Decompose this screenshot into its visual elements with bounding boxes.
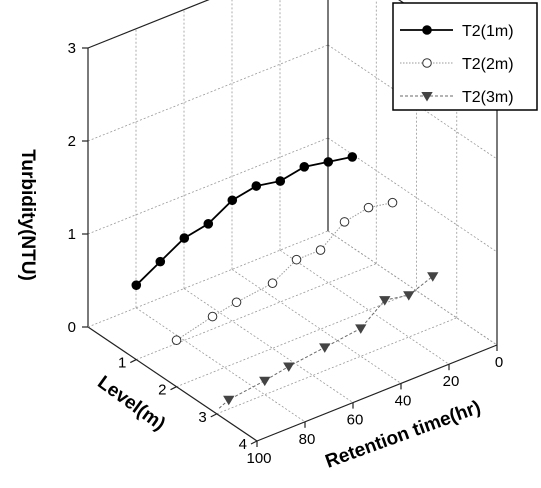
x-tick-label: 100 — [246, 450, 271, 467]
data-point — [427, 272, 439, 282]
series-group — [131, 152, 439, 409]
data-point — [387, 197, 398, 208]
frame-edge — [327, 230, 498, 346]
data-point — [291, 254, 302, 265]
data-point — [231, 297, 242, 308]
data-point — [283, 362, 295, 372]
data-point — [155, 256, 166, 267]
data-point — [355, 324, 367, 334]
series-line — [176, 202, 393, 345]
data-point — [422, 58, 432, 68]
legend-label: T2(1m) — [462, 23, 514, 40]
grid-line — [216, 317, 457, 415]
x-tick-label: 80 — [299, 431, 316, 448]
frame-edge — [87, 0, 210, 49]
z-axis-label: Turbidity(NTU) — [17, 149, 38, 281]
data-point — [227, 195, 238, 206]
grid-line — [87, 0, 210, 49]
grid-line — [135, 307, 306, 423]
series-2 — [171, 197, 398, 346]
data-point — [259, 376, 271, 387]
data-point — [299, 162, 310, 172]
data-point — [267, 278, 278, 289]
data-point — [223, 395, 235, 406]
grid-line — [279, 249, 450, 365]
y-tick-mark — [210, 413, 218, 418]
frame-edge — [87, 230, 329, 328]
grid-line — [87, 137, 329, 235]
data-point — [251, 181, 262, 191]
data-point — [403, 291, 415, 301]
y-tick-label: 3 — [198, 409, 206, 426]
z-tick-label: 0 — [68, 319, 76, 336]
x-axis-line — [256, 344, 498, 442]
legend-label: T2(2m) — [462, 56, 514, 73]
z-tick-label: 1 — [68, 226, 76, 243]
x-tick-label: 40 — [395, 392, 412, 409]
data-point — [131, 280, 142, 290]
series-3 — [218, 272, 439, 409]
y-tick-mark — [170, 386, 177, 391]
data-point — [339, 217, 350, 227]
grid-line — [183, 288, 354, 403]
data-point — [315, 245, 326, 255]
grid-line — [231, 269, 402, 384]
legend-box — [392, 2, 538, 111]
grid-line — [176, 290, 417, 388]
data-point — [363, 202, 374, 213]
y-tick-mark — [250, 440, 258, 445]
x-tick-label: 60 — [347, 412, 364, 429]
grid-line — [87, 44, 329, 142]
z-tick-label: 3 — [68, 40, 76, 57]
y-tick-mark — [130, 359, 137, 364]
legend-label: T2(3m) — [462, 89, 514, 106]
y-axis-line — [87, 326, 258, 442]
z-tick-label: 2 — [68, 133, 76, 150]
data-point — [323, 157, 334, 167]
x-tick-label: 20 — [443, 373, 460, 390]
data-point — [422, 25, 432, 35]
data-point — [275, 176, 286, 186]
data-point — [421, 92, 433, 102]
data-point — [207, 311, 218, 322]
data-point — [171, 335, 182, 346]
data-point — [203, 219, 214, 229]
axes-frame — [87, 0, 498, 442]
x-tick-label: 0 — [495, 354, 503, 371]
data-point — [379, 296, 391, 306]
series-line — [135, 156, 353, 290]
data-point — [347, 152, 358, 162]
data-point — [319, 343, 331, 353]
grid-line — [136, 263, 377, 360]
y-tick-label: 2 — [158, 382, 166, 399]
data-point — [179, 233, 190, 243]
y-tick-label: 4 — [239, 436, 247, 453]
series-1 — [131, 152, 358, 290]
y-tick-label: 1 — [118, 355, 126, 372]
legend: T2(1m) T2(2m) T2(3m) — [392, 2, 538, 111]
